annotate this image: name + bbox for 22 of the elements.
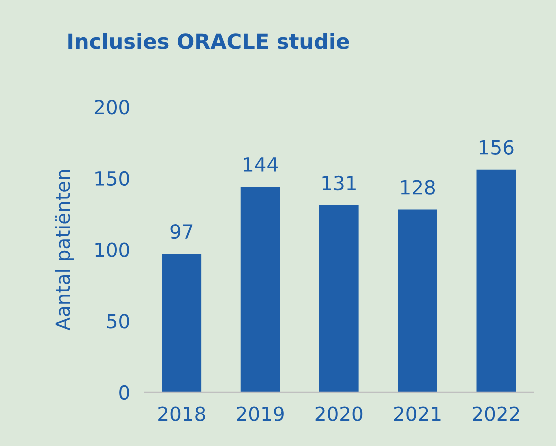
data-label: 128 (401, 180, 436, 195)
data-label: 131 (322, 176, 356, 191)
bar (398, 210, 438, 392)
data-label: 156 (480, 140, 514, 155)
y-tick-label: 100 (96, 242, 130, 258)
y-tick-label: 150 (96, 171, 130, 186)
data-label: 144 (244, 158, 278, 172)
chart-title: Inclusies ORACLE studie (68, 33, 350, 50)
y-axis-title: Aantal patiënten (55, 170, 74, 331)
data-label: 97 (170, 224, 193, 240)
bar (162, 254, 202, 392)
bar (320, 206, 359, 392)
y-tick-label: 0 (120, 385, 130, 400)
bar (476, 170, 516, 392)
x-tick-label: 2019 (237, 406, 284, 422)
x-tick-label: 2022 (473, 406, 520, 422)
x-tick-label: 2021 (394, 406, 441, 422)
y-tick-label: 200 (94, 100, 130, 115)
y-tick-label: 50 (107, 314, 130, 329)
x-tick-label: 2020 (316, 406, 363, 422)
bar (240, 186, 280, 392)
x-tick-label: 2018 (158, 406, 206, 422)
